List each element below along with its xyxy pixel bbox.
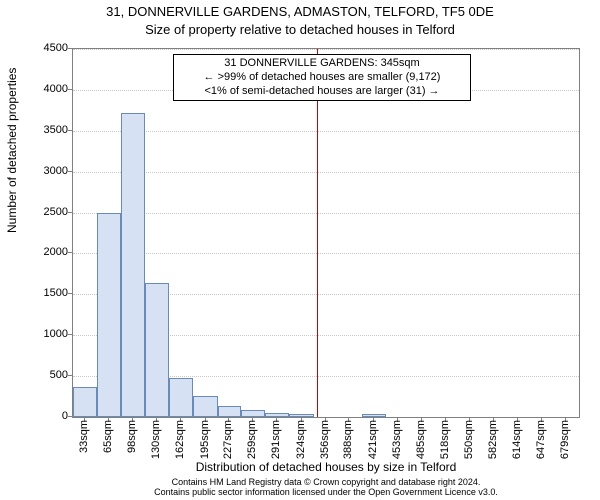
y-tick-mark bbox=[68, 252, 72, 253]
y-tick-label: 2000 bbox=[8, 246, 68, 258]
footer-attribution: Contains HM Land Registry data © Crown c… bbox=[72, 478, 580, 498]
y-tick-mark bbox=[68, 212, 72, 213]
y-tick-label: 2500 bbox=[8, 206, 68, 218]
y-tick-label: 4000 bbox=[8, 83, 68, 95]
histogram-bar bbox=[145, 283, 169, 417]
annotation-line3: <1% of semi-detached houses are larger (… bbox=[180, 85, 464, 99]
histogram-bar bbox=[193, 396, 218, 417]
x-tick-label: 33sqm bbox=[78, 420, 90, 453]
annotation-box: 31 DONNERVILLE GARDENS: 345sqm← >99% of … bbox=[173, 54, 471, 101]
footer-line2: Contains public sector information licen… bbox=[154, 487, 498, 497]
x-tick-label: 324sqm bbox=[295, 420, 307, 459]
histogram-bar bbox=[169, 378, 193, 417]
grid-line bbox=[73, 253, 579, 254]
x-tick-label: 647sqm bbox=[535, 420, 547, 459]
x-tick-label: 582sqm bbox=[487, 420, 499, 459]
histogram-bar bbox=[241, 410, 265, 417]
x-tick-label: 453sqm bbox=[391, 420, 403, 459]
chart-title-line2: Size of property relative to detached ho… bbox=[0, 22, 600, 37]
x-tick-label: 614sqm bbox=[511, 420, 523, 459]
chart-title-line1: 31, DONNERVILLE GARDENS, ADMASTON, TELFO… bbox=[0, 4, 600, 19]
x-tick-label: 227sqm bbox=[222, 420, 234, 459]
histogram-bar bbox=[362, 414, 386, 417]
y-tick-mark bbox=[68, 293, 72, 294]
y-tick-mark bbox=[68, 334, 72, 335]
histogram-bar bbox=[121, 113, 146, 417]
y-tick-mark bbox=[68, 416, 72, 417]
histogram-bar bbox=[265, 413, 289, 417]
y-tick-mark bbox=[68, 375, 72, 376]
x-tick-label: 162sqm bbox=[174, 420, 186, 459]
y-tick-label: 3500 bbox=[8, 124, 68, 136]
plot-area: 31 DONNERVILLE GARDENS: 345sqm← >99% of … bbox=[72, 48, 580, 418]
y-tick-mark bbox=[68, 171, 72, 172]
annotation-line1: 31 DONNERVILLE GARDENS: 345sqm bbox=[180, 57, 464, 71]
x-axis-label: Distribution of detached houses by size … bbox=[72, 460, 580, 474]
grid-line bbox=[73, 172, 579, 173]
histogram-bar bbox=[97, 213, 121, 417]
x-tick-label: 485sqm bbox=[415, 420, 427, 459]
y-tick-label: 4500 bbox=[8, 42, 68, 54]
histogram-bar bbox=[73, 387, 97, 417]
x-tick-label: 421sqm bbox=[367, 420, 379, 459]
x-tick-label: 98sqm bbox=[126, 420, 138, 453]
histogram-bar bbox=[218, 406, 242, 417]
x-tick-label: 130sqm bbox=[150, 420, 162, 459]
x-tick-label: 518sqm bbox=[439, 420, 451, 459]
y-tick-label: 0 bbox=[8, 410, 68, 422]
x-tick-label: 388sqm bbox=[342, 420, 354, 459]
property-size-histogram: 31, DONNERVILLE GARDENS, ADMASTON, TELFO… bbox=[0, 0, 600, 500]
x-tick-label: 195sqm bbox=[199, 420, 211, 459]
y-tick-label: 1500 bbox=[8, 287, 68, 299]
annotation-line2: ← >99% of detached houses are smaller (9… bbox=[180, 71, 464, 85]
histogram-bar bbox=[289, 414, 314, 417]
x-tick-label: 259sqm bbox=[246, 420, 258, 459]
reference-line bbox=[317, 49, 318, 417]
y-tick-label: 500 bbox=[8, 369, 68, 381]
grid-line bbox=[73, 213, 579, 214]
grid-line bbox=[73, 49, 579, 50]
y-tick-mark bbox=[68, 89, 72, 90]
y-tick-label: 3000 bbox=[8, 165, 68, 177]
x-tick-label: 356sqm bbox=[319, 420, 331, 459]
y-tick-mark bbox=[68, 48, 72, 49]
grid-line bbox=[73, 131, 579, 132]
y-tick-label: 1000 bbox=[8, 328, 68, 340]
y-tick-mark bbox=[68, 130, 72, 131]
footer-line1: Contains HM Land Registry data © Crown c… bbox=[172, 477, 481, 487]
x-tick-label: 679sqm bbox=[559, 420, 571, 459]
x-tick-label: 65sqm bbox=[102, 420, 114, 453]
x-tick-label: 550sqm bbox=[463, 420, 475, 459]
x-tick-label: 291sqm bbox=[270, 420, 282, 459]
